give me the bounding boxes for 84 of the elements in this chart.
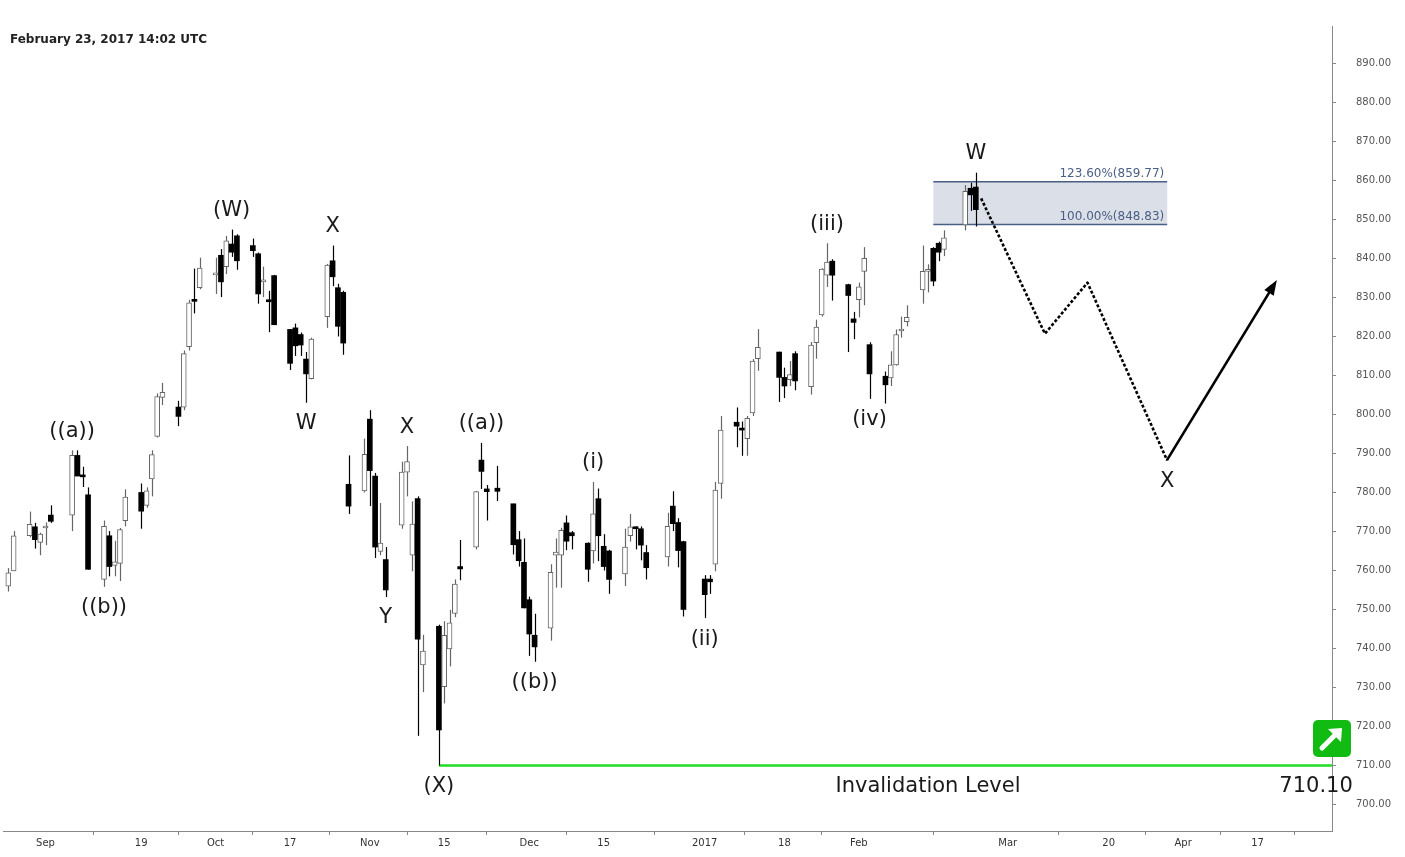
candlestick — [420, 634, 426, 693]
candlestick — [138, 482, 145, 530]
annotation: (iv) — [852, 406, 887, 431]
candlestick — [925, 263, 931, 293]
x-tick-label: Feb — [850, 836, 868, 848]
candlestick — [5, 567, 12, 593]
y-tick-label: 770.00 — [1356, 525, 1391, 537]
candlestick — [627, 513, 634, 543]
annotation: Invalidation Level — [835, 772, 1021, 797]
annotation: 710.10 — [1279, 772, 1353, 797]
candlestick — [887, 350, 894, 387]
y-tick-label: 730.00 — [1356, 681, 1391, 693]
annotation: (iii) — [810, 210, 844, 235]
y-tick-label: 740.00 — [1356, 642, 1391, 654]
text: February 23, 2017 14:02 UTC — [10, 32, 208, 46]
y-tick-label: 860.00 — [1356, 174, 1391, 186]
annotation: ((a)) — [49, 417, 95, 442]
y-tick-label: 850.00 — [1356, 213, 1391, 225]
x-tick-label: Sep — [36, 836, 55, 848]
candlestick — [329, 244, 336, 287]
y-tick-label: 880.00 — [1356, 96, 1391, 108]
candlestick — [32, 522, 38, 550]
x-tick-label: 15 — [437, 836, 451, 848]
candlestick — [856, 282, 862, 318]
annotation: ((a)) — [458, 410, 505, 435]
x-tick-label: 17 — [283, 836, 297, 848]
y-tick-label: 840.00 — [1356, 252, 1391, 264]
candlestick — [829, 258, 836, 302]
annotation: (ii) — [690, 625, 719, 650]
candlestick — [845, 283, 852, 353]
candlestick — [941, 229, 947, 257]
x-tick-label: 2017 — [691, 836, 718, 848]
candlestick — [191, 267, 198, 315]
y-tick-label: 710.00 — [1356, 759, 1391, 771]
x-tick-label: Oct — [206, 836, 225, 848]
x-tick-label: Dec — [519, 836, 539, 848]
annotation: (i) — [581, 449, 605, 474]
candlestick — [558, 527, 565, 589]
annotation: (W) — [213, 197, 251, 222]
y-tick-label: 820.00 — [1356, 330, 1391, 342]
series-label: 123.60%(859.77) — [1059, 165, 1165, 180]
candlestick — [744, 415, 751, 457]
candlestick — [404, 445, 410, 497]
candlestick — [122, 488, 129, 527]
candlestick — [196, 257, 203, 290]
candlestick — [297, 331, 304, 357]
x-tick-label: Mar — [998, 836, 1019, 848]
x-tick-label: Apr — [1174, 836, 1193, 848]
annotation: ((b)) — [80, 594, 128, 619]
annotation: X — [399, 413, 415, 438]
annotation: ((b)) — [511, 669, 558, 694]
y-tick-label: 810.00 — [1356, 369, 1391, 381]
y-tick-label: 800.00 — [1356, 408, 1391, 420]
annotation: X — [1160, 467, 1175, 492]
y-tick-label: 700.00 — [1356, 798, 1391, 810]
candlestick — [861, 246, 868, 306]
y-tick-label: 750.00 — [1356, 603, 1391, 615]
candlestick — [149, 449, 155, 497]
x-tick-label: Nov — [360, 836, 380, 848]
x-tick-label: 15 — [597, 836, 611, 848]
x-tick-label: 20 — [1102, 836, 1116, 848]
annotation: (X) — [423, 772, 455, 797]
candlestick — [755, 328, 761, 372]
candlestick — [494, 465, 501, 502]
candlestick — [37, 532, 44, 556]
y-tick-label: 830.00 — [1356, 291, 1391, 303]
x-tick-label: 19 — [134, 836, 148, 848]
candlestick — [457, 539, 464, 581]
series-label: 100.00%(848.83) — [1059, 208, 1165, 223]
y-tick-label: 780.00 — [1356, 486, 1391, 498]
x-tick-label: 17 — [1251, 836, 1264, 848]
y-tick-label: 720.00 — [1356, 720, 1391, 732]
annotation: X — [325, 213, 340, 238]
annotation: Y — [378, 604, 393, 629]
candlestick — [786, 360, 793, 387]
y-tick-label: 760.00 — [1356, 564, 1391, 576]
candlestick — [903, 304, 910, 327]
y-tick-label: 870.00 — [1356, 135, 1391, 147]
annotation: W — [965, 140, 987, 165]
candlestick — [483, 484, 490, 522]
y-tick-label: 890.00 — [1356, 57, 1391, 69]
y-tick-label: 790.00 — [1356, 447, 1391, 459]
annotation: W — [295, 410, 317, 435]
x-tick-label: 18 — [778, 836, 791, 848]
